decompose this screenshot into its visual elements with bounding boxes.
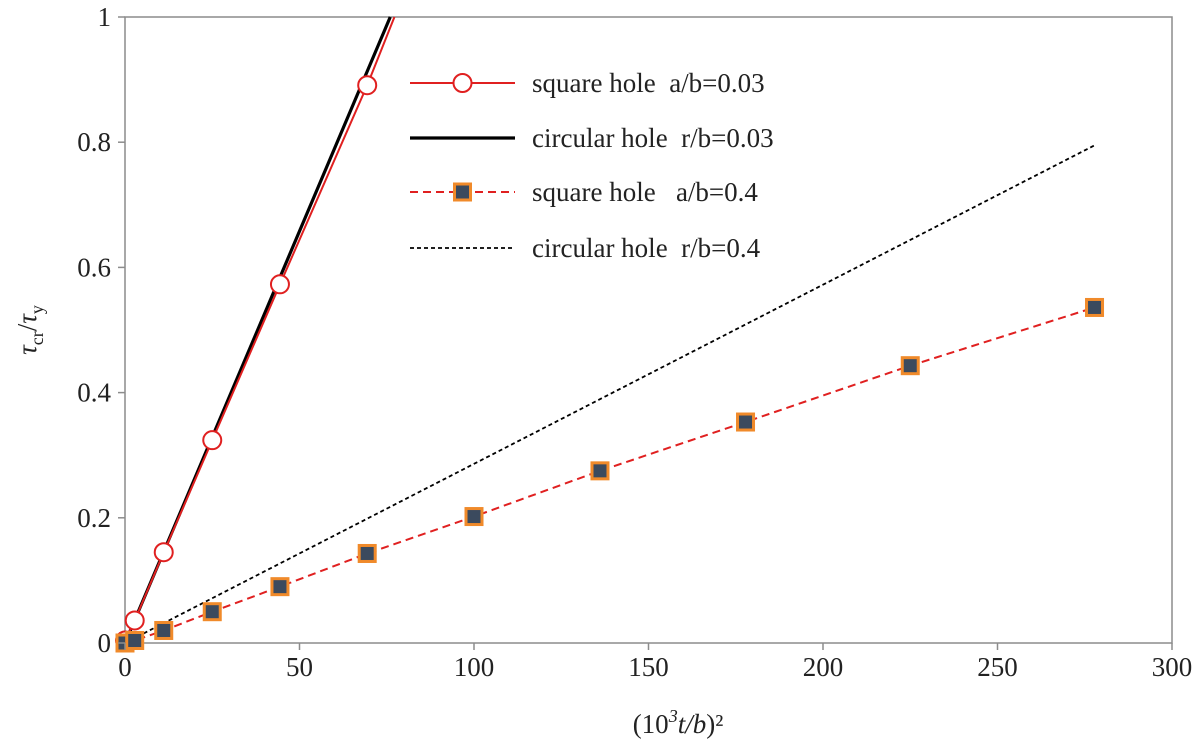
data-point — [202, 430, 223, 451]
data-point — [202, 602, 222, 622]
y-tick-label: 0.4 — [77, 378, 111, 408]
x-tick-label: 300 — [1152, 652, 1193, 682]
data-point — [124, 610, 145, 631]
data-point — [590, 461, 610, 481]
data-point — [270, 577, 290, 597]
y-tick-label: 1 — [98, 2, 112, 32]
data-point — [269, 274, 290, 295]
data-point — [900, 356, 920, 376]
x-tick-label: 250 — [977, 652, 1018, 682]
x-axis-title-mid: t/b — [678, 709, 707, 739]
data-point — [125, 630, 145, 650]
y-axis-title-slash: / — [12, 323, 42, 331]
data-point — [464, 507, 484, 527]
legend-label: square hole a/b=0.4 — [532, 177, 758, 207]
x-axis-title-sup: 3 — [668, 706, 678, 726]
x-tick-label: 100 — [454, 652, 495, 682]
y-tick-label: 0.6 — [77, 252, 111, 282]
y-axis-title-sub1: cr — [27, 331, 47, 345]
data-point — [153, 542, 174, 563]
data-point — [154, 620, 174, 640]
data-point — [1085, 297, 1105, 317]
x-axis-title-pre: (10 — [633, 709, 669, 739]
x-tick-label: 150 — [628, 652, 669, 682]
y-axis-title: τcr/τy — [12, 305, 47, 355]
y-tick-label: 0.8 — [77, 127, 111, 157]
legend-entry: circular hole r/b=0.4 — [410, 233, 761, 263]
data-point — [357, 75, 378, 96]
y-axis-title-sym2: τ — [12, 313, 42, 324]
legend: square hole a/b=0.03 circular hole r/b=0.… — [410, 68, 774, 263]
legend-entry: circular hole r/b=0.03 — [410, 123, 774, 153]
data-point — [452, 73, 473, 93]
data-point — [736, 412, 756, 432]
x-axis-title-post: )² — [706, 709, 723, 739]
y-axis-title-sym1: τ — [12, 344, 42, 355]
axes-layer: 0 50 100 150 200 250 300 0 0.2 0.4 0.6 0.8 1 — [77, 2, 1192, 682]
legend-label: circular hole r/b=0.03 — [532, 123, 774, 153]
x-axis-title: (103t/b)² — [633, 706, 724, 739]
y-tick-label: 0.2 — [77, 503, 111, 533]
series-layer — [115, 16, 1105, 653]
legend-label: circular hole r/b=0.4 — [532, 233, 761, 263]
data-point — [453, 182, 472, 202]
legend-entry: square hole a/b=0.4 — [410, 177, 758, 207]
series-line — [124, 306, 1095, 644]
x-tick-label: 50 — [286, 652, 313, 682]
x-tick-label: 0 — [118, 652, 132, 682]
y-tick-label: 0 — [98, 628, 112, 658]
legend-entry: square hole a/b=0.03 — [410, 68, 765, 98]
legend-label: square hole a/b=0.03 — [532, 68, 765, 98]
data-point — [357, 543, 377, 563]
x-tick-label: 200 — [803, 652, 844, 682]
y-axis-title-sub2: y — [27, 305, 47, 314]
